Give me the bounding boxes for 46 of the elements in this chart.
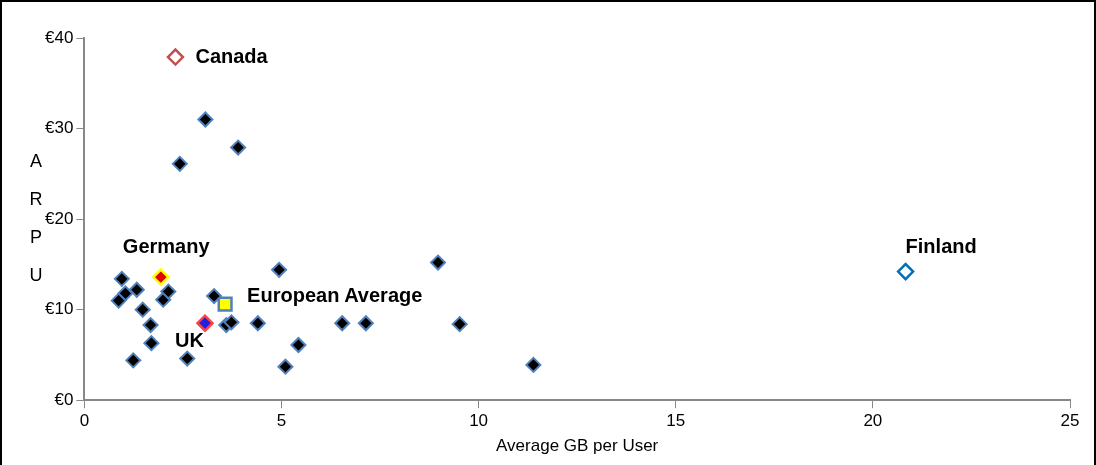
- point: [143, 335, 160, 352]
- x-tick-label: 25: [1060, 411, 1080, 431]
- point: [110, 292, 127, 309]
- point: [217, 296, 233, 312]
- point: [134, 301, 151, 318]
- point: [230, 139, 247, 156]
- point: [277, 358, 294, 375]
- point: [125, 352, 142, 369]
- point: [896, 262, 915, 281]
- series-label: Canada: [195, 44, 269, 67]
- point: [196, 314, 214, 332]
- point: [357, 315, 374, 332]
- point: [171, 155, 188, 172]
- point: [152, 268, 170, 286]
- y-tick-label: €10: [44, 299, 74, 319]
- point: [271, 261, 288, 278]
- x-tick-label: 10: [469, 411, 489, 431]
- y-tick-label: €20: [44, 208, 74, 228]
- point: [179, 350, 196, 367]
- series-label: UK: [175, 328, 205, 351]
- point: [206, 288, 223, 305]
- y-tick-label: €0: [54, 389, 74, 409]
- point: [525, 356, 542, 373]
- point: [223, 314, 240, 331]
- point: [128, 281, 145, 298]
- series-label: Germany: [122, 234, 211, 257]
- point: [430, 254, 447, 271]
- point: [197, 111, 214, 128]
- y-tick-label: €30: [44, 118, 74, 138]
- point: [290, 336, 307, 353]
- point: [334, 315, 351, 332]
- y-axis-title: ARPU: [29, 151, 43, 286]
- x-axis-title: Average GB per User: [496, 436, 659, 456]
- series-label: European Average: [247, 283, 423, 306]
- point: [113, 270, 130, 287]
- point: [160, 283, 177, 300]
- x-tick-label: 20: [863, 411, 883, 431]
- point: [166, 48, 185, 66]
- point: [142, 317, 159, 334]
- x-tick-label: 5: [276, 411, 287, 431]
- x-tick-label: 0: [79, 411, 90, 431]
- point: [451, 316, 468, 333]
- y-tick-label: €40: [44, 27, 74, 47]
- point: [249, 315, 266, 332]
- x-tick-label: 15: [666, 411, 686, 431]
- series-label: Finland: [905, 235, 977, 258]
